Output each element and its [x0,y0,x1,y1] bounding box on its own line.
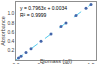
svg-text:0.0: 0.0 [13,62,20,64]
svg-text:Absorbance: Absorbance [0,16,6,45]
svg-text:1.0: 1.0 [63,62,70,64]
svg-text:0.6: 0.6 [7,29,14,35]
svg-text:y = 0.7963x + 0.0034R² = 0.999: y = 0.7963x + 0.0034R² = 0.9999 [20,5,67,18]
svg-text:0.8: 0.8 [7,20,14,26]
svg-text:1.5: 1.5 [88,62,95,64]
svg-text:0.5: 0.5 [38,62,45,64]
svg-text:0.4: 0.4 [7,38,14,44]
svg-text:1.0: 1.0 [7,10,14,16]
svg-text:Biomass (g/l): Biomass (g/l) [40,58,72,64]
svg-text:0.2: 0.2 [7,47,14,53]
